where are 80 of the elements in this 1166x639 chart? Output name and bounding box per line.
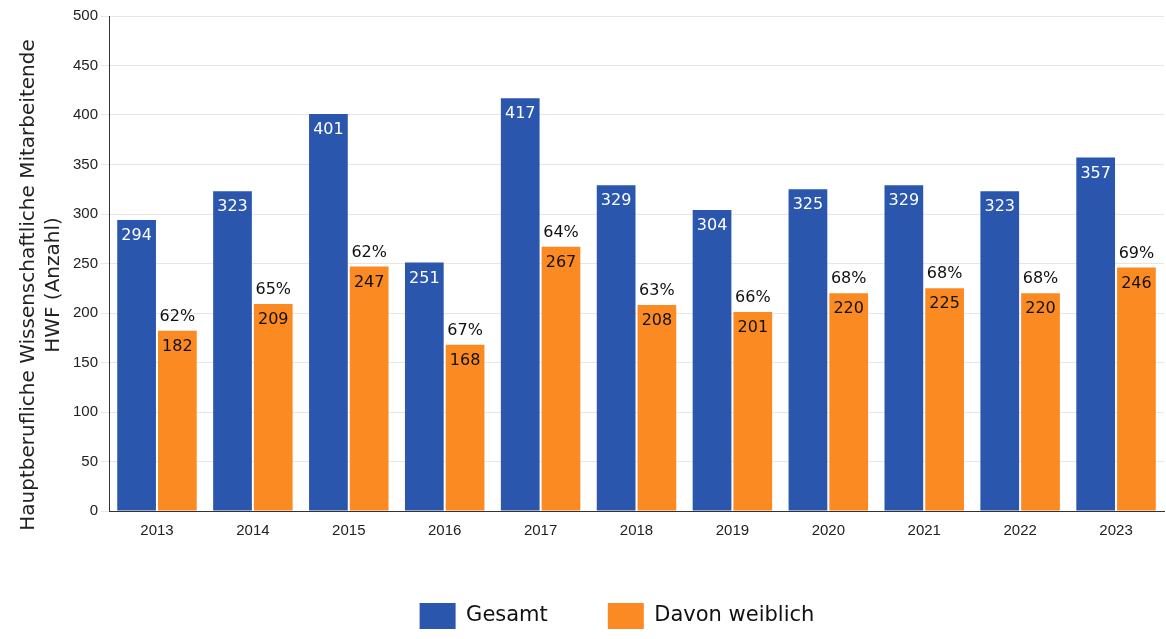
bar xyxy=(692,210,732,511)
annotation: 68% xyxy=(1022,268,1059,288)
x-tick-label: 2022 xyxy=(1003,521,1037,539)
bar xyxy=(117,219,156,511)
data-label: 208 xyxy=(641,310,673,330)
data-label: 294 xyxy=(121,225,152,245)
data-label: 251 xyxy=(409,267,440,287)
y-tick-label: 100 xyxy=(73,402,99,420)
annotation: 65% xyxy=(255,279,292,299)
y-tick-label: 150 xyxy=(73,352,99,370)
data-label: 225 xyxy=(929,293,960,313)
bar xyxy=(253,304,293,511)
annotation: 64% xyxy=(543,221,579,241)
data-label: 304 xyxy=(696,215,728,235)
y-tick-label: 50 xyxy=(81,451,99,469)
bar xyxy=(445,344,485,511)
annotation: 66% xyxy=(735,287,771,307)
bar xyxy=(349,266,389,511)
bar xyxy=(158,330,197,511)
x-tick-label: 2021 xyxy=(907,521,941,539)
bar xyxy=(596,185,636,511)
x-tick-label: 2023 xyxy=(1099,521,1133,539)
data-label: 329 xyxy=(888,190,920,210)
bar xyxy=(637,305,677,511)
y-tick-label: 200 xyxy=(73,303,99,321)
data-label: 325 xyxy=(792,194,824,214)
y-tick-label: 300 xyxy=(73,204,99,222)
bar xyxy=(1117,267,1156,511)
annotation: 68% xyxy=(926,263,963,283)
bar xyxy=(733,312,773,511)
y-tick-label: 250 xyxy=(73,253,99,271)
bar xyxy=(404,262,444,511)
data-label: 246 xyxy=(1121,272,1152,292)
data-label: 323 xyxy=(984,196,1016,216)
data-label: 201 xyxy=(737,317,769,337)
data-label: 168 xyxy=(449,349,481,369)
data-label: 220 xyxy=(833,298,864,318)
y-tick-label: 350 xyxy=(73,154,99,172)
data-label: 417 xyxy=(504,103,536,123)
data-label: 357 xyxy=(1080,162,1111,182)
annotation: 67% xyxy=(447,319,483,339)
data-label: 401 xyxy=(313,119,344,139)
bar xyxy=(1021,293,1060,511)
bar xyxy=(884,185,924,511)
bar xyxy=(213,191,252,511)
annotation: 63% xyxy=(639,280,675,300)
data-label: 329 xyxy=(600,190,632,210)
y-tick-label: 0 xyxy=(89,501,99,519)
x-tick-label: 2017 xyxy=(523,521,558,539)
annotation: 62% xyxy=(351,241,387,261)
x-tick-label: 2020 xyxy=(811,521,846,539)
data-label: 267 xyxy=(545,251,577,271)
y-tick-label: 500 xyxy=(73,6,99,24)
bar xyxy=(925,288,964,511)
bar xyxy=(309,114,348,511)
annotation: 68% xyxy=(830,268,867,288)
data-label: 182 xyxy=(162,335,193,355)
y-axis-title: Hauptberufliche Wissenschaftliche Mitarbeitende HWF (Anzahl) xyxy=(15,38,65,533)
data-label: 323 xyxy=(217,196,248,216)
data-label: 209 xyxy=(257,309,289,329)
y-tick-label: 450 xyxy=(73,55,99,73)
x-tick-label: 2013 xyxy=(140,521,174,539)
x-tick-label: 2014 xyxy=(236,521,270,539)
legend-label: Gesamt xyxy=(466,602,548,627)
legend-label: Davon weiblich xyxy=(654,602,815,627)
annotation: 69% xyxy=(1118,242,1155,262)
x-tick-label: 2015 xyxy=(332,521,366,539)
bar xyxy=(980,191,1020,511)
bar xyxy=(500,98,540,511)
x-tick-label: 2016 xyxy=(428,521,462,539)
bar xyxy=(829,293,869,511)
data-label: 220 xyxy=(1025,298,1056,318)
x-tick-label: 2019 xyxy=(715,521,750,539)
data-label: 247 xyxy=(353,271,385,291)
annotation: 62% xyxy=(159,305,196,325)
x-tick-label: 2018 xyxy=(619,521,654,539)
bar xyxy=(541,246,581,511)
bar xyxy=(1076,157,1116,511)
bar xyxy=(788,189,828,511)
y-tick-label: 400 xyxy=(73,105,99,123)
